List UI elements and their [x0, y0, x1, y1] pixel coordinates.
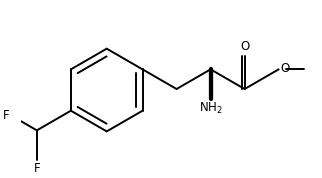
Text: NH$_2$: NH$_2$ — [199, 101, 223, 116]
Text: F: F — [33, 162, 40, 175]
Text: O: O — [280, 62, 289, 75]
Text: F: F — [3, 109, 10, 122]
Text: O: O — [240, 40, 249, 53]
